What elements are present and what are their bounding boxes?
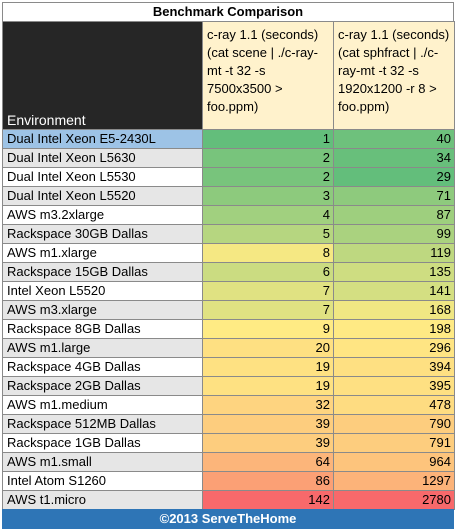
sphfract-value-cell: 394	[333, 357, 455, 377]
table-row: Dual Intel Xeon L5630 2 34	[2, 148, 455, 168]
environment-cell: Dual Intel Xeon L5520	[2, 186, 203, 206]
sphfract-value-cell: 478	[333, 395, 455, 415]
sphfract-value-cell: 99	[333, 224, 455, 244]
sphfract-value-cell: 168	[333, 300, 455, 320]
scene-value-cell: 2	[202, 167, 334, 187]
scene-value-cell: 2	[202, 148, 334, 168]
environment-cell: Dual Intel Xeon L5530	[2, 167, 203, 187]
scene-value-cell: 4	[202, 205, 334, 225]
scene-value-cell: 20	[202, 338, 334, 358]
table-row: Rackspace 8GB Dallas 9 198	[2, 319, 455, 339]
scene-value-cell: 32	[202, 395, 334, 415]
scene-value-cell: 19	[202, 376, 334, 396]
table-row: Rackspace 2GB Dallas 19 395	[2, 376, 455, 396]
sphfract-value-cell: 119	[333, 243, 455, 263]
sphfract-value-cell: 791	[333, 433, 455, 453]
sphfract-value-cell: 29	[333, 167, 455, 187]
scene-value-cell: 86	[202, 471, 334, 491]
environment-cell: Dual Intel Xeon E5-2430L	[2, 129, 203, 149]
table-row: Rackspace 15GB Dallas 6 135	[2, 262, 455, 282]
benchmark-table: Environment c-ray 1.1 (seconds) (cat sce…	[2, 21, 455, 510]
sphfract-value-cell: 141	[333, 281, 455, 301]
scene-value-cell: 39	[202, 414, 334, 434]
table-title: Benchmark Comparison	[2, 2, 454, 22]
environment-cell: Rackspace 8GB Dallas	[2, 319, 203, 339]
scene-value-cell: 7	[202, 281, 334, 301]
environment-cell: AWS m1.medium	[2, 395, 203, 415]
footer-credit: ©2013 ServeTheHome	[2, 509, 454, 529]
environment-cell: Rackspace 30GB Dallas	[2, 224, 203, 244]
scene-value-cell: 9	[202, 319, 334, 339]
environment-cell: AWS m3.xlarge	[2, 300, 203, 320]
sphfract-value-cell: 790	[333, 414, 455, 434]
table-row: Rackspace 512MB Dallas 39 790	[2, 414, 455, 434]
environment-cell: AWS m1.xlarge	[2, 243, 203, 263]
environment-cell: AWS m1.large	[2, 338, 203, 358]
table-row: Rackspace 30GB Dallas 5 99	[2, 224, 455, 244]
header-scene: c-ray 1.1 (seconds) (cat scene | ./c-ray…	[202, 21, 334, 130]
sphfract-value-cell: 296	[333, 338, 455, 358]
table-row: AWS m3.xlarge 7 168	[2, 300, 455, 320]
table-row: Dual Intel Xeon L5530 2 29	[2, 167, 455, 187]
sphfract-value-cell: 40	[333, 129, 455, 149]
environment-cell: Rackspace 2GB Dallas	[2, 376, 203, 396]
environment-cell: Rackspace 4GB Dallas	[2, 357, 203, 377]
environment-cell: AWS t1.micro	[2, 490, 203, 510]
scene-value-cell: 5	[202, 224, 334, 244]
table-row: AWS m1.small 64 964	[2, 452, 455, 472]
scene-value-cell: 3	[202, 186, 334, 206]
environment-cell: AWS m1.small	[2, 452, 203, 472]
scene-value-cell: 1	[202, 129, 334, 149]
table-row: AWS t1.micro 142 2780	[2, 490, 455, 510]
table-row: AWS m3.2xlarge 4 87	[2, 205, 455, 225]
sphfract-value-cell: 964	[333, 452, 455, 472]
environment-cell: Rackspace 15GB Dallas	[2, 262, 203, 282]
environment-cell: Intel Xeon L5520	[2, 281, 203, 301]
scene-value-cell: 64	[202, 452, 334, 472]
table-row: AWS m1.medium 32 478	[2, 395, 455, 415]
scene-value-cell: 6	[202, 262, 334, 282]
table-row: Rackspace 1GB Dallas 39 791	[2, 433, 455, 453]
environment-cell: Rackspace 512MB Dallas	[2, 414, 203, 434]
table-row: Intel Xeon L5520 7 141	[2, 281, 455, 301]
sphfract-value-cell: 135	[333, 262, 455, 282]
environment-cell: Intel Atom S1260	[2, 471, 203, 491]
header-sphfract: c-ray 1.1 (seconds) (cat sphfract | ./c-…	[333, 21, 455, 130]
environment-cell: AWS m3.2xlarge	[2, 205, 203, 225]
sphfract-value-cell: 2780	[333, 490, 455, 510]
table-row: AWS m1.large 20 296	[2, 338, 455, 358]
sphfract-value-cell: 395	[333, 376, 455, 396]
header-environment: Environment	[2, 21, 203, 130]
environment-cell: Rackspace 1GB Dallas	[2, 433, 203, 453]
table-row: Dual Intel Xeon L5520 3 71	[2, 186, 455, 206]
table-body: Dual Intel Xeon E5-2430L 1 40 Dual Intel Xe…	[2, 129, 455, 510]
table-row: Rackspace 4GB Dallas 19 394	[2, 357, 455, 377]
sphfract-value-cell: 87	[333, 205, 455, 225]
table-row: Intel Atom S1260 86 1297	[2, 471, 455, 491]
scene-value-cell: 39	[202, 433, 334, 453]
sphfract-value-cell: 198	[333, 319, 455, 339]
scene-value-cell: 142	[202, 490, 334, 510]
table-row: Dual Intel Xeon E5-2430L 1 40	[2, 129, 455, 149]
scene-value-cell: 8	[202, 243, 334, 263]
scene-value-cell: 19	[202, 357, 334, 377]
scene-value-cell: 7	[202, 300, 334, 320]
sphfract-value-cell: 71	[333, 186, 455, 206]
sphfract-value-cell: 34	[333, 148, 455, 168]
table-row: AWS m1.xlarge 8 119	[2, 243, 455, 263]
sphfract-value-cell: 1297	[333, 471, 455, 491]
header-row: Environment c-ray 1.1 (seconds) (cat sce…	[2, 21, 455, 130]
environment-cell: Dual Intel Xeon L5630	[2, 148, 203, 168]
